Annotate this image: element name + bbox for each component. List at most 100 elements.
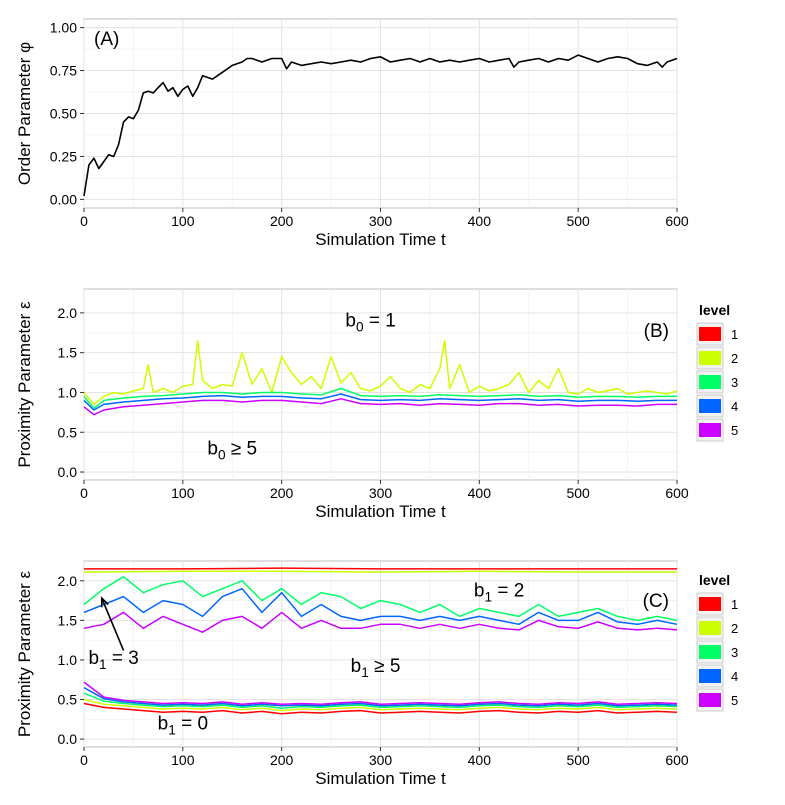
x-tick-label: 400 (468, 752, 492, 768)
x-tick-label: 300 (369, 485, 393, 501)
legend-swatch (699, 399, 721, 413)
y-tick-label: 1.5 (58, 345, 78, 361)
legend-entry-label: 3 (731, 645, 738, 660)
series-line-9 (83, 686, 678, 707)
y-axis-title: Proximity Parameter ε (15, 301, 34, 468)
y-tick-label: 0.5 (58, 692, 78, 708)
legend-swatch (699, 327, 721, 341)
annotation-label: b1 = 3 (88, 648, 138, 672)
panel-label: (A) (94, 29, 119, 50)
legend-swatch (699, 351, 721, 365)
y-tick-label: 0.25 (50, 148, 77, 164)
series-line-6 (83, 702, 678, 715)
x-tick-label: 600 (665, 485, 689, 501)
legend-swatch (699, 693, 721, 707)
legend-swatch (699, 423, 721, 437)
x-tick-label: 500 (566, 485, 590, 501)
y-tick-label: 0.0 (58, 464, 78, 480)
x-tick-label: 500 (566, 752, 590, 768)
x-axis-title: Simulation Time t (315, 230, 446, 249)
x-tick-label: 600 (665, 752, 689, 768)
x-tick-label: 0 (80, 213, 88, 229)
legend-entry-label: 4 (731, 669, 738, 684)
y-tick-label: 0.75 (50, 63, 77, 79)
y-tick-label: 0.00 (50, 191, 77, 207)
annotation-label: b0 = 1 (345, 310, 395, 334)
panel-1: 0 100 200 300 400 500 600 0.00 0.25 0.50 0.75 1.00 S… (15, 18, 689, 249)
x-tick-label: 100 (171, 485, 195, 501)
legend-entry-label: 2 (731, 621, 738, 636)
x-tick-label: 300 (369, 213, 393, 229)
y-tick-label: 0.50 (50, 106, 77, 122)
annotation-label: b1 = 0 (158, 714, 208, 738)
y-tick-label: 1.0 (58, 384, 78, 400)
annotation-arrowhead (100, 596, 109, 608)
series-line-10 (83, 681, 678, 706)
x-axis-title: Simulation Time t (315, 769, 446, 788)
series-line-4 (83, 587, 678, 626)
y-axis-title: Proximity Parameter ε (15, 570, 34, 737)
x-tick-label: 0 (80, 485, 88, 501)
series-line-8 (83, 692, 678, 709)
series-line-2 (83, 570, 677, 573)
series-line-1 (84, 567, 677, 570)
x-tick-label: 200 (270, 485, 294, 501)
annotation-arrow (101, 597, 125, 651)
series-line-4 (83, 398, 677, 416)
x-tick-label: 500 (566, 213, 590, 229)
panel-2: 0 100 200 300 400 500 600 0.0 0.5 1.0 1.5 2.0 Simula… (15, 288, 738, 521)
series-line-2 (83, 387, 677, 410)
y-tick-label: 2.0 (58, 573, 78, 589)
y-tick-label: 0.5 (58, 424, 78, 440)
legend-swatch (699, 645, 721, 659)
legend-entry-label: 5 (731, 693, 738, 708)
x-tick-label: 200 (270, 752, 294, 768)
series-group (83, 567, 678, 715)
annotation-label: b0 ≥ 5 (207, 439, 257, 463)
legend-swatch (699, 621, 721, 635)
x-tick-label: 100 (171, 213, 195, 229)
x-tick-label: 600 (665, 213, 689, 229)
panel-label: (C) (643, 591, 669, 612)
x-tick-label: 300 (369, 752, 393, 768)
legend-swatch (699, 597, 721, 611)
annotation-label: b1 = 2 (474, 581, 524, 605)
series-group (83, 54, 678, 197)
legend-title: level (699, 572, 730, 588)
x-axis-title: Simulation Time t (315, 502, 446, 521)
x-tick-label: 200 (270, 213, 294, 229)
series-line-1 (83, 339, 678, 406)
y-tick-label: 1.00 (50, 20, 77, 36)
x-tick-label: 400 (468, 213, 492, 229)
y-tick-label: 0.0 (58, 731, 78, 747)
series-line-3 (83, 393, 677, 411)
y-tick-label: 2.0 (58, 305, 78, 321)
legend-entry-label: 2 (731, 351, 738, 366)
series-group (83, 339, 678, 416)
series-line-5 (83, 611, 678, 633)
y-tick-label: 1.5 (58, 612, 78, 628)
y-tick-label: 1.0 (58, 652, 78, 668)
series-line-7 (83, 698, 678, 712)
legend-entry-label: 1 (731, 597, 738, 612)
x-tick-label: 100 (171, 752, 195, 768)
legend-swatch (699, 375, 721, 389)
x-tick-label: 0 (80, 752, 88, 768)
legend-entry-label: 3 (731, 375, 738, 390)
legend-swatch (699, 669, 721, 683)
legend-entry-label: 1 (731, 327, 738, 342)
x-tick-label: 400 (468, 485, 492, 501)
panel-3: 0 100 200 300 400 500 600 0.0 0.5 1.0 1.5 2.0 Simula… (15, 560, 738, 788)
panel-label: (B) (644, 321, 669, 342)
y-axis-title: Order Parameter φ (15, 42, 34, 185)
legend-entry-label: 4 (731, 399, 738, 414)
series-line-3 (83, 576, 678, 622)
annotation-label: b1 ≥ 5 (351, 656, 401, 680)
series-line-1 (83, 54, 678, 197)
legend-title: level (699, 302, 730, 318)
legend-entry-label: 5 (731, 423, 738, 438)
